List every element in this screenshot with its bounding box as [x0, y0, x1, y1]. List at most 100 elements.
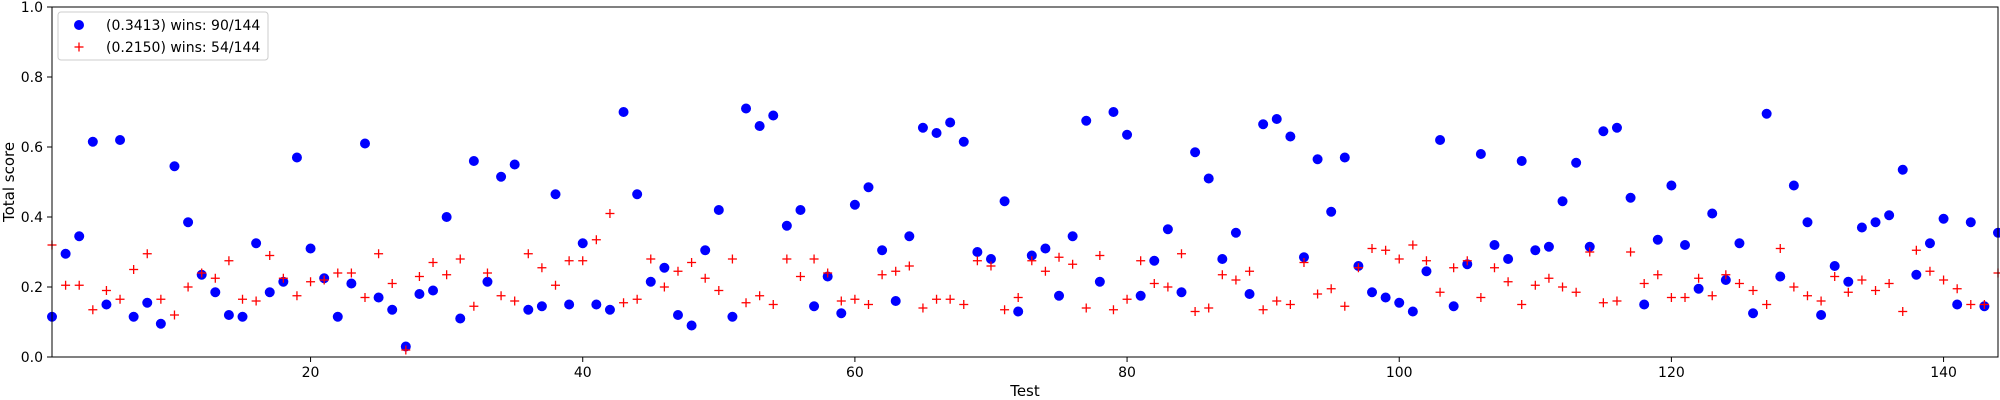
data-point-plus [1190, 307, 1200, 316]
series-plus [47, 209, 2000, 355]
data-point-circle [1190, 147, 1201, 158]
data-point-circle [223, 310, 234, 320]
data-point-circle [237, 311, 248, 322]
data-point-circle [863, 182, 874, 193]
data-point-plus [1163, 282, 1173, 292]
data-point-plus [115, 294, 125, 304]
data-point-plus [904, 261, 914, 271]
data-point-plus [1612, 296, 1622, 306]
data-point-circle [346, 278, 357, 289]
data-point-circle [1135, 290, 1146, 301]
data-point-plus [1326, 284, 1336, 294]
data-point-plus [864, 300, 874, 309]
data-point-plus [1626, 247, 1636, 257]
data-point-circle [1149, 255, 1160, 266]
data-point-circle [768, 110, 779, 121]
data-point-plus [1802, 291, 1812, 301]
data-point-circle [1788, 180, 1799, 191]
data-point-circle [1584, 241, 1595, 252]
data-point-plus [1435, 287, 1445, 297]
data-point-circle [1094, 276, 1105, 287]
data-point-circle [890, 296, 901, 306]
data-point-plus [632, 294, 642, 304]
data-point-circle [468, 156, 479, 166]
data-point-circle [604, 304, 615, 315]
x-tick-label: 40 [574, 365, 592, 381]
data-point-plus [1666, 293, 1676, 302]
data-point-plus [224, 256, 234, 266]
data-point-plus [1367, 244, 1377, 253]
data-point-plus [1707, 291, 1717, 301]
data-point-circle [1734, 238, 1745, 249]
data-point-plus [1421, 256, 1431, 266]
data-point-circle [1611, 122, 1622, 133]
data-point-plus [1843, 287, 1853, 297]
data-point-plus [1721, 270, 1731, 280]
data-point-plus [659, 282, 669, 292]
x-axis-ticks: 20 40 60 80 100 120 140 [302, 357, 1957, 381]
data-point-plus [360, 293, 370, 302]
data-point-circle [1217, 254, 1228, 264]
data-point-circle [1244, 289, 1255, 299]
data-point-circle [1448, 301, 1459, 312]
data-point-plus [428, 258, 438, 267]
data-point-plus [959, 300, 969, 309]
data-point-circle [809, 301, 820, 312]
data-point-circle [754, 121, 765, 131]
data-point-plus [251, 296, 261, 306]
data-point-circle [1312, 154, 1323, 165]
data-point-circle [455, 313, 466, 324]
data-point-plus [1054, 252, 1064, 262]
data-point-circle [414, 289, 425, 299]
data-point-plus [1462, 256, 1472, 266]
data-point-plus [1598, 298, 1608, 308]
data-point-plus [986, 261, 996, 271]
data-point-plus [741, 298, 751, 308]
data-point-circle [251, 238, 262, 249]
data-point-plus [1027, 256, 1037, 266]
data-point-plus [1762, 300, 1772, 309]
data-point-plus [795, 272, 805, 281]
data-point-plus [319, 275, 329, 285]
data-point-circle [1435, 135, 1446, 145]
data-point-circle [985, 254, 996, 264]
data-point-circle [373, 292, 384, 303]
data-point-plus [1789, 282, 1799, 292]
data-point-plus [673, 266, 683, 276]
data-point-circle [115, 135, 126, 145]
data-point-circle [1666, 180, 1677, 191]
data-point-circle [659, 262, 670, 273]
data-point-plus [1925, 266, 1935, 276]
data-point-plus [238, 294, 248, 304]
data-point-circle [183, 217, 194, 228]
y-axis-label: Total score [0, 142, 18, 223]
data-point-circle [741, 103, 752, 114]
data-point-plus [1476, 293, 1486, 302]
data-point-circle [1557, 196, 1568, 207]
data-point-circle [1639, 299, 1650, 310]
data-point-circle [496, 171, 507, 182]
data-point-plus [346, 268, 356, 278]
data-point-plus [1639, 279, 1649, 288]
data-point-circle [128, 311, 139, 322]
data-point-plus [1108, 305, 1118, 315]
data-point-circle [1516, 156, 1527, 166]
data-point-plus [1489, 263, 1499, 273]
y-tick-label: 0.4 [21, 210, 43, 226]
data-point-plus [1204, 303, 1214, 313]
data-point-circle [1965, 217, 1976, 228]
data-point-plus [1176, 249, 1186, 259]
data-point-circle [509, 159, 520, 170]
data-point-circle [1652, 234, 1663, 245]
data-point-circle [305, 243, 316, 254]
data-point-plus [278, 273, 288, 283]
x-tick-label: 120 [1658, 365, 1685, 381]
data-point-plus [374, 249, 384, 259]
data-point-circle [1680, 240, 1691, 250]
data-point-plus [1517, 300, 1527, 309]
data-point-plus [1979, 300, 1989, 309]
legend-marker-plus [74, 42, 84, 52]
data-point-plus [183, 282, 193, 292]
data-point-circle [1067, 231, 1078, 242]
data-point-plus [1013, 293, 1023, 302]
